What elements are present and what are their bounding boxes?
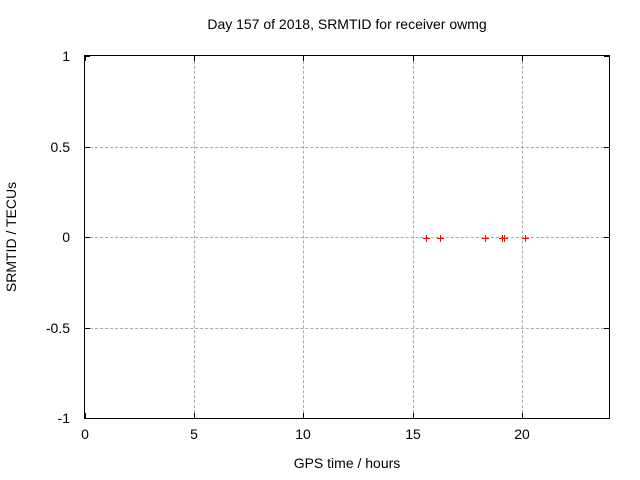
y-tick-label-0.5: 0.5 xyxy=(50,139,70,155)
data-point-marker xyxy=(522,235,529,242)
data-point-marker xyxy=(501,235,508,242)
x-tick-label-10: 10 xyxy=(295,426,311,442)
y-tick-label-1: 1 xyxy=(62,48,70,64)
y-tick-label--1: -1 xyxy=(57,410,70,426)
x-tick-bottom-5 xyxy=(194,413,195,418)
y-tick-right-1 xyxy=(604,56,609,57)
gridline-y--0.5 xyxy=(85,328,609,329)
y-tick-left-0 xyxy=(85,237,90,238)
x-tick-label-15: 15 xyxy=(405,426,421,442)
y-tick-label-0: 0 xyxy=(62,229,70,245)
y-tick-label--0.5: -0.5 xyxy=(45,320,70,336)
data-point-marker xyxy=(423,235,430,242)
y-tick-right--1 xyxy=(604,418,609,419)
x-tick-bottom-15 xyxy=(413,413,414,418)
x-axis-label: GPS time / hours xyxy=(293,455,401,471)
x-tick-top-20 xyxy=(522,56,523,61)
x-tick-bottom-0 xyxy=(85,413,86,418)
y-tick-right-0 xyxy=(604,237,609,238)
x-tick-top-15 xyxy=(413,56,414,61)
data-point-marker xyxy=(482,235,489,242)
x-tick-bottom-20 xyxy=(522,413,523,418)
x-tick-label-0: 0 xyxy=(81,426,89,442)
plot-area xyxy=(84,55,610,419)
gridline-y-0.5 xyxy=(85,147,609,148)
y-tick-left--1 xyxy=(85,418,90,419)
y-tick-right-0.5 xyxy=(604,147,609,148)
y-tick-left--0.5 xyxy=(85,328,90,329)
y-tick-right--0.5 xyxy=(604,328,609,329)
x-tick-bottom-10 xyxy=(303,413,304,418)
x-tick-label-5: 5 xyxy=(190,426,198,442)
data-point-marker xyxy=(437,235,444,242)
gridline-y-0 xyxy=(85,237,609,238)
x-tick-top-0 xyxy=(85,56,86,61)
x-tick-top-5 xyxy=(194,56,195,61)
x-tick-label-20: 20 xyxy=(514,426,530,442)
y-tick-left-1 xyxy=(85,56,90,57)
chart-title: Day 157 of 2018, SRMTID for receiver owm… xyxy=(207,16,487,32)
y-tick-left-0.5 xyxy=(85,147,90,148)
x-tick-top-10 xyxy=(303,56,304,61)
